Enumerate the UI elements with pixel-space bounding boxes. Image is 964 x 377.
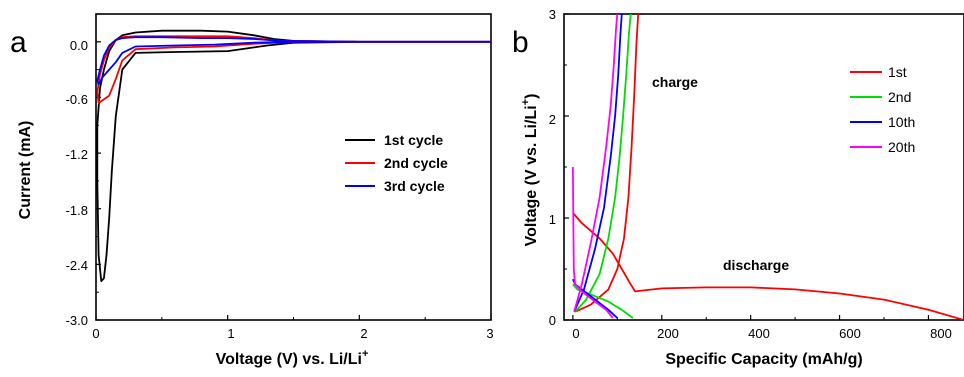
panel-b-legend: 1st 2nd 10th 20th [850, 64, 915, 155]
series-line-1st-cycle [96, 29, 491, 282]
a-xtick-label: 0 [92, 326, 99, 341]
b-ylabel-text: Voltage (V vs. Li/Li [523, 105, 540, 246]
panel-a-series [96, 29, 491, 282]
panel-b-series [572, 14, 964, 320]
a-xtick-label: 1 [227, 326, 234, 341]
b-xtick-label: 0 [572, 326, 579, 341]
a-ytick-label: 0.0 [70, 38, 88, 53]
a-ytick-label: -0.6 [66, 92, 88, 107]
panel-b-ticks [564, 13, 930, 321]
b-xtick-label: 800 [930, 326, 952, 341]
legend-label-1st: 1st [888, 64, 907, 80]
a-ytick-label: -1.8 [66, 203, 88, 218]
a-ytick-label: -3.0 [66, 313, 88, 328]
b-ytick-label: 1 [549, 212, 556, 227]
panel-b-x-axis-label: Specific Capacity (mAh/g) [665, 351, 862, 368]
panel-a-label: a [10, 26, 27, 59]
series-line-1st-discharge [572, 212, 964, 320]
a-xlabel-text: Voltage (V) vs. Li/Li [216, 351, 362, 368]
a-ytick-label: -2.4 [66, 258, 88, 273]
b-xtick-label: 200 [657, 326, 679, 341]
panel-b: b 0 200 400 600 800 0 1 2 3 Specific Cap… [512, 7, 964, 368]
panel-b-label: b [512, 26, 529, 59]
series-line-1st-charge [574, 14, 640, 313]
legend-label-2nd-cycle: 2nd cycle [384, 155, 448, 171]
b-ylabel-sup: + [520, 99, 532, 105]
b-ytick-label: 0 [549, 313, 556, 328]
panel-a: a 0 1 2 3 0.0 -0.6 -1.2 -1.8 -2.4 -3.0 V… [10, 13, 494, 368]
annotation-discharge: discharge [723, 257, 789, 273]
legend-label-2nd: 2nd [888, 89, 911, 105]
b-ytick-label: 2 [549, 112, 556, 127]
series-line-20th-charge [573, 14, 619, 313]
legend-label-20th: 20th [888, 139, 915, 155]
legend-label-1st-cycle: 1st cycle [384, 132, 443, 148]
panel-a-x-axis-label: Voltage (V) vs. Li/Li+ [216, 348, 369, 368]
panel-a-legend: 1st cycle 2nd cycle 3rd cycle [345, 132, 448, 194]
panel-b-tick-labels: 0 200 400 600 800 0 1 2 3 [549, 7, 952, 341]
a-xlabel-sup: + [362, 348, 368, 360]
a-ytick-label: -1.2 [66, 147, 88, 162]
b-xtick-label: 400 [748, 326, 770, 341]
b-ytick-label: 3 [549, 7, 556, 22]
a-xtick-label: 3 [486, 326, 493, 341]
series-line-3rd-cycle [96, 36, 491, 86]
series-line-2nd-discharge [572, 283, 634, 319]
legend-label-10th: 10th [888, 114, 915, 130]
series-line-10th-charge [573, 14, 623, 313]
b-ylabel-end: ) [523, 94, 540, 99]
series-line-2nd-charge [574, 14, 632, 313]
b-xtick-label: 600 [839, 326, 861, 341]
a-xtick-label: 2 [360, 326, 367, 341]
panel-a-y-axis-label: Current (mA) [17, 121, 34, 220]
annotation-charge: charge [652, 74, 698, 90]
legend-label-3rd-cycle: 3rd cycle [384, 178, 445, 194]
panel-b-y-axis-label: Voltage (V vs. Li/Li+) [520, 94, 540, 247]
panel-a-tick-labels: 0 1 2 3 0.0 -0.6 -1.2 -1.8 -2.4 -3.0 [66, 38, 494, 341]
series-line-20th-discharge [572, 166, 614, 319]
